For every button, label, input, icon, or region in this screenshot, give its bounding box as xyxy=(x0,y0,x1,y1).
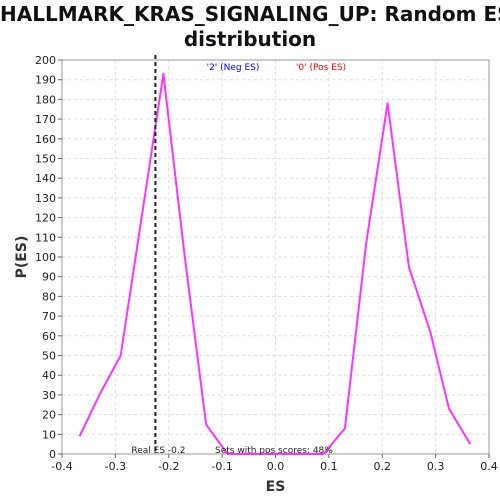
y-tick-label: 150 xyxy=(35,153,56,166)
axis-layer: 0 10 20 30 40 50 60 70 80 90 100 110 120 130 140 150 160… xyxy=(35,54,498,473)
y-tick-label: 120 xyxy=(35,212,56,225)
y-tick-label: 20 xyxy=(42,409,56,422)
series-layer xyxy=(78,72,472,455)
series-line-0 xyxy=(78,72,472,455)
x-tick-label: -0.2 xyxy=(158,460,179,473)
grid-layer xyxy=(61,59,490,455)
chart-title-line-2: distribution xyxy=(183,27,317,51)
legend-layer: '2' (Neg ES) '0' (Pos ES) xyxy=(207,63,346,73)
y-tick-label: 170 xyxy=(35,113,56,126)
x-tick-label: 0.3 xyxy=(427,460,445,473)
legend-entry: '2' (Neg ES) xyxy=(207,63,260,73)
x-tick-label: 0.0 xyxy=(267,460,285,473)
y-tick-label: 140 xyxy=(35,172,56,185)
y-tick-label: 130 xyxy=(35,192,56,205)
y-tick-label: 180 xyxy=(35,93,56,106)
x-axis-label: ES xyxy=(266,479,286,495)
y-tick-label: 90 xyxy=(42,271,56,284)
y-tick-label: 190 xyxy=(35,74,56,87)
x-tick-label: -0.1 xyxy=(211,460,232,473)
y-tick-label: 110 xyxy=(35,231,56,244)
y-tick-label: 10 xyxy=(42,428,56,441)
x-tick-label: -0.4 xyxy=(51,460,72,473)
y-tick-label: 70 xyxy=(42,310,56,323)
pos-scores-annotation: Sets with pos scores: 48% xyxy=(215,446,333,456)
y-tick-label: 160 xyxy=(35,133,56,146)
x-tick-label: 0.4 xyxy=(480,460,498,473)
y-tick-label: 60 xyxy=(42,330,56,343)
y-tick-label: 50 xyxy=(42,350,56,363)
real-es-label: Real ES -0.2 xyxy=(131,446,185,456)
y-axis-label: P(ES) xyxy=(14,236,30,279)
x-tick-label: -0.3 xyxy=(105,460,126,473)
y-tick-label: 200 xyxy=(35,54,56,67)
chart-title-line-1: HALLMARK_KRAS_SIGNALING_UP: Random ES xyxy=(0,2,500,26)
y-tick-label: 30 xyxy=(42,389,56,402)
y-tick-label: 0 xyxy=(49,448,56,461)
y-tick-label: 80 xyxy=(42,290,56,303)
y-tick-label: 40 xyxy=(42,369,56,382)
y-tick-label: 100 xyxy=(35,251,56,264)
x-tick-label: 0.1 xyxy=(320,460,338,473)
legend-entry: '0' (Pos ES) xyxy=(296,63,346,73)
x-tick-label: 0.2 xyxy=(374,460,392,473)
